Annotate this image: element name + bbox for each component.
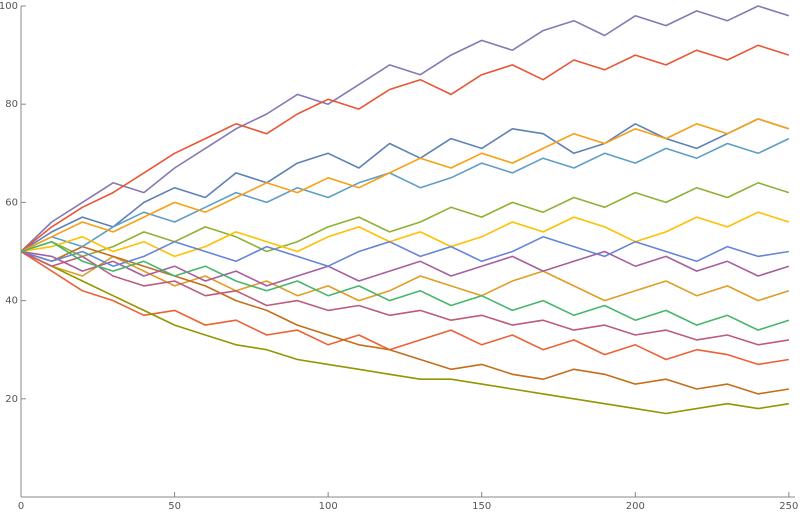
y-tick-label: 60 xyxy=(5,197,18,208)
y-tick-label: 100 xyxy=(0,1,18,12)
walk-line xyxy=(20,118,790,253)
x-tick-label: 200 xyxy=(626,501,645,512)
y-tick-label: 40 xyxy=(5,296,18,307)
walk-line xyxy=(20,250,790,366)
walk-line xyxy=(20,137,790,253)
walk-line xyxy=(20,182,790,258)
walk-line xyxy=(20,250,790,287)
walk-line xyxy=(20,236,790,267)
walk-line xyxy=(20,118,790,253)
walk-line xyxy=(20,44,790,253)
walk-line xyxy=(20,250,790,415)
y-tick-label: 80 xyxy=(5,99,18,110)
x-tick-label: 250 xyxy=(779,501,798,512)
x-tick-label: 50 xyxy=(168,501,181,512)
x-tick-label: 100 xyxy=(319,501,338,512)
walk-line xyxy=(20,240,790,331)
y-tick-label: 20 xyxy=(5,394,18,405)
walk-line xyxy=(20,5,790,253)
walk-line xyxy=(20,211,790,258)
x-tick-label: 0 xyxy=(18,501,24,512)
walk-line xyxy=(20,245,790,395)
x-tick-label: 150 xyxy=(472,501,491,512)
walk-line xyxy=(20,250,790,346)
